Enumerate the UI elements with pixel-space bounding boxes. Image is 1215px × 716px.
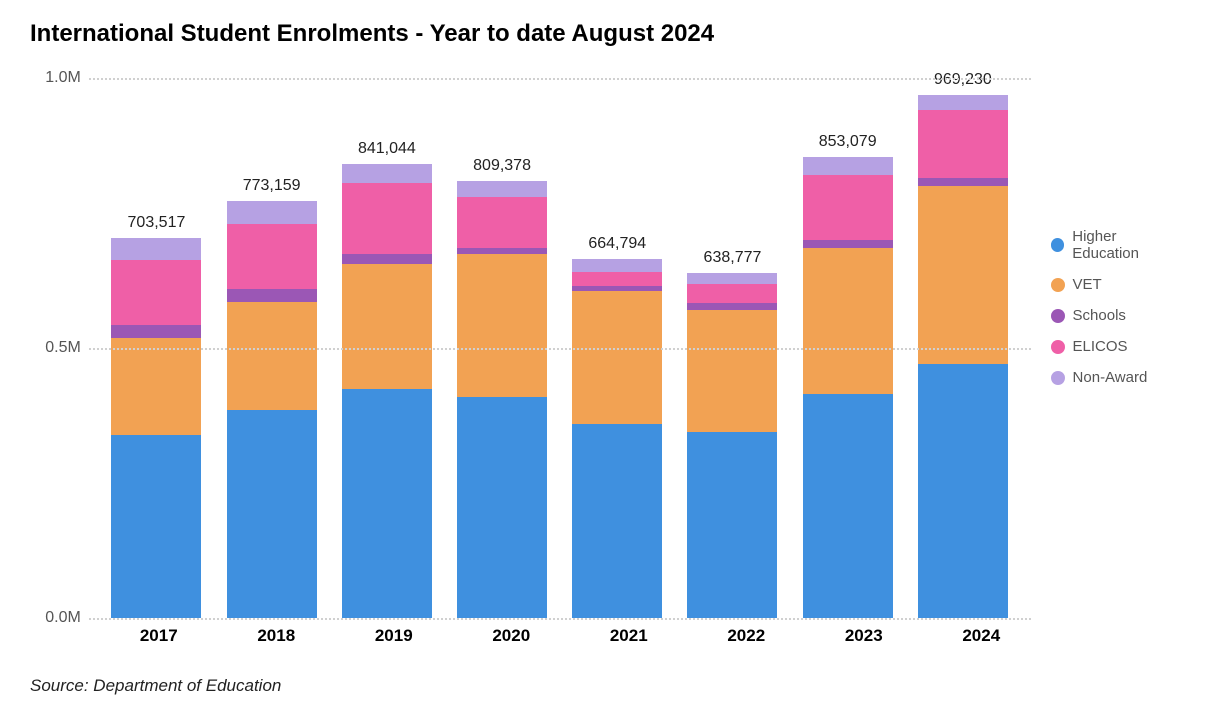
bar-segment-schools [342, 254, 432, 265]
bar-segment-higher_ed [457, 397, 547, 618]
bar-segment-vet [572, 291, 662, 423]
bar-segment-elicos [918, 110, 1008, 178]
bar-segment-higher_ed [227, 410, 317, 618]
bar-total-label: 853,079 [819, 133, 877, 151]
legend-label: VET [1073, 276, 1102, 293]
bar-column: 853,079 [798, 133, 898, 618]
bar-segment-elicos [227, 224, 317, 289]
bar-segment-non_award [572, 259, 662, 273]
bar-column: 664,794 [567, 235, 667, 618]
x-axis-label: 2020 [461, 626, 561, 646]
bar-segment-non_award [457, 181, 547, 197]
legend-label: ELICOS [1073, 338, 1128, 355]
legend-label: Non-Award [1073, 369, 1148, 386]
bar-segment-vet [687, 310, 777, 432]
bar-segment-higher_ed [687, 432, 777, 618]
x-axis-label: 2021 [579, 626, 679, 646]
legend-marker-icon [1051, 371, 1065, 385]
y-tick-label: 0.5M [45, 339, 81, 357]
plot-area: 703,517 773,159 841,044 809,378 664,794 638,7… [89, 78, 1031, 618]
bar-total-label: 664,794 [588, 235, 646, 253]
bar-segment-non_award [687, 273, 777, 284]
legend-item: Non-Award [1051, 369, 1185, 386]
x-axis-label: 2019 [344, 626, 444, 646]
grid-line [89, 618, 1031, 620]
grid-line [89, 78, 1031, 80]
bar-segment-non_award [342, 164, 432, 183]
legend-marker-icon [1051, 238, 1065, 252]
x-axis-label: 2022 [696, 626, 796, 646]
x-axis: 2017 2018 2019 2020 2021 2022 2023 2024 [90, 626, 1050, 646]
bar-stack [687, 273, 777, 618]
bar-column: 773,159 [222, 177, 322, 618]
bar-segment-higher_ed [803, 394, 893, 618]
bar-column: 638,777 [682, 249, 782, 618]
bar-segment-elicos [111, 260, 201, 325]
legend-item: ELICOS [1051, 338, 1185, 355]
legend-label: Higher Education [1072, 228, 1185, 262]
bar-segment-higher_ed [918, 364, 1008, 618]
bar-segment-vet [111, 338, 201, 435]
bar-total-label: 638,777 [704, 249, 762, 267]
chart-title: International Student Enrolments - Year … [30, 20, 1185, 48]
bar-stack [572, 259, 662, 618]
bar-segment-non_award [227, 201, 317, 224]
legend-marker-icon [1051, 340, 1065, 354]
bar-segment-schools [918, 178, 1008, 186]
bar-segment-schools [803, 240, 893, 248]
bar-stack [111, 238, 201, 618]
bar-segment-vet [457, 254, 547, 397]
bar-total-label: 703,517 [128, 214, 186, 232]
legend-label: Schools [1073, 307, 1126, 324]
bar-segment-vet [342, 264, 432, 388]
x-axis-label: 2024 [931, 626, 1031, 646]
bar-segment-elicos [803, 175, 893, 240]
bar-segment-schools [111, 325, 201, 339]
bar-stack [803, 157, 893, 618]
bar-segment-vet [918, 186, 1008, 364]
legend-marker-icon [1051, 278, 1065, 292]
bar-total-label: 809,378 [473, 157, 531, 175]
bar-stack [342, 164, 432, 618]
y-tick-label: 1.0M [45, 69, 81, 87]
legend-item: Schools [1051, 307, 1185, 324]
source-note: Source: Department of Education [30, 676, 1185, 696]
bar-segment-non_award [111, 238, 201, 260]
y-tick-label: 0.0M [45, 609, 81, 627]
legend-item: VET [1051, 276, 1185, 293]
grid-line [89, 348, 1031, 350]
bar-stack [457, 181, 547, 618]
x-axis-label: 2018 [226, 626, 326, 646]
bar-segment-elicos [572, 272, 662, 286]
bar-total-label: 773,159 [243, 177, 301, 195]
bar-segment-non_award [918, 95, 1008, 111]
bar-column: 841,044 [337, 140, 437, 618]
bar-stack [227, 201, 317, 618]
bar-column: 809,378 [452, 157, 552, 618]
bar-total-label: 841,044 [358, 140, 416, 158]
bar-segment-higher_ed [111, 435, 201, 618]
legend: Higher Education VET Schools ELICOS Non-Awar… [1051, 228, 1185, 400]
x-axis-label: 2023 [814, 626, 914, 646]
bar-segment-vet [803, 248, 893, 394]
bar-segment-schools [227, 289, 317, 303]
bar-column: 703,517 [106, 214, 206, 618]
bar-segment-elicos [687, 284, 777, 303]
bar-segment-higher_ed [342, 389, 432, 619]
bar-segment-schools [687, 303, 777, 310]
legend-item: Higher Education [1051, 228, 1185, 262]
bar-segment-non_award [803, 157, 893, 175]
bar-segment-vet [227, 302, 317, 410]
bar-segment-elicos [457, 197, 547, 248]
bar-stack [918, 95, 1008, 618]
legend-marker-icon [1051, 309, 1065, 323]
bar-segment-elicos [342, 183, 432, 253]
chart-container: 0.0M0.5M1.0M 703,517 773,159 841,044 809,37… [30, 78, 1185, 618]
bar-segment-higher_ed [572, 424, 662, 618]
y-axis: 0.0M0.5M1.0M [30, 78, 89, 618]
bar-column: 969,230 [913, 71, 1013, 618]
x-axis-label: 2017 [109, 626, 209, 646]
